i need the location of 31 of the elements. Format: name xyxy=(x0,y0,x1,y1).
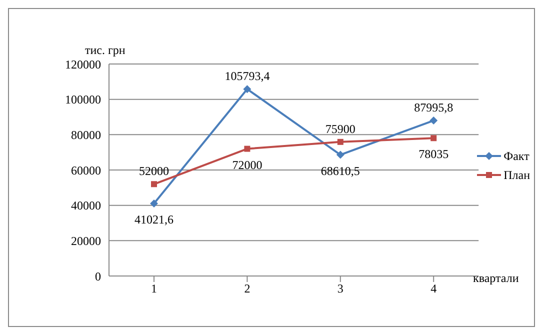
y-tick-label: 100000 xyxy=(65,92,101,107)
data-label: 75900 xyxy=(325,122,356,136)
data-label: 87995,8 xyxy=(414,100,454,115)
point xyxy=(430,135,437,142)
data-label: 105793,4 xyxy=(224,69,270,84)
point xyxy=(244,146,250,152)
data-label: 68610,5 xyxy=(320,164,360,178)
data-label: 78035 xyxy=(418,147,449,162)
y-tick-label: 60000 xyxy=(71,163,101,178)
point xyxy=(430,116,438,125)
data-label: 72000 xyxy=(232,158,262,172)
data-label: 41021,6 xyxy=(134,212,174,227)
point xyxy=(336,150,344,159)
legend-label: План xyxy=(504,168,530,182)
point xyxy=(151,181,157,188)
point xyxy=(337,138,344,145)
x-tick-label: 2 xyxy=(244,282,250,296)
point xyxy=(150,200,158,208)
y-tick-label: 0 xyxy=(95,269,101,284)
x-axis-title: квартали xyxy=(473,271,519,286)
y-tick-label: 120000 xyxy=(65,57,101,72)
x-tick-label: 1 xyxy=(151,282,157,296)
data-label: 52000 xyxy=(139,164,169,178)
y-tick-label: 80000 xyxy=(71,128,101,142)
y-tick-label: 20000 xyxy=(71,234,101,248)
y-axis-title: тис. грн xyxy=(85,43,126,58)
y-tick-label: 40000 xyxy=(71,198,101,213)
point xyxy=(243,85,252,94)
x-tick-label: 4 xyxy=(430,282,437,296)
legend-label: Факт xyxy=(504,148,530,164)
x-tick-label: 3 xyxy=(337,282,344,296)
